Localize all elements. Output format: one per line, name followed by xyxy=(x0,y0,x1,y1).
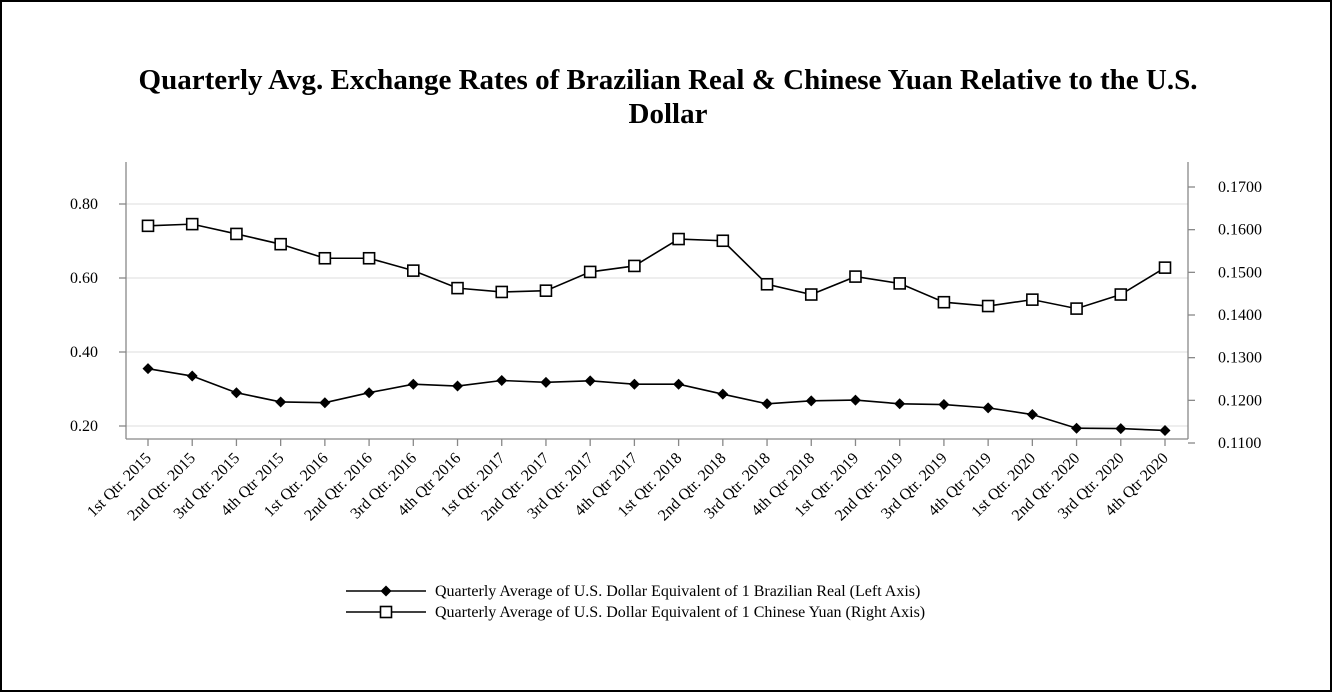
square-point xyxy=(1114,288,1128,301)
series-chinese-yuan xyxy=(141,217,1172,315)
diamond-point xyxy=(717,388,729,400)
diamond-point xyxy=(496,374,508,386)
diamond-point xyxy=(319,397,331,409)
left-tick-label: 0.60 xyxy=(70,270,98,287)
square-point xyxy=(451,281,464,295)
diamond-point xyxy=(1026,409,1038,421)
legend-square-marker xyxy=(379,605,393,619)
diamond-point xyxy=(363,387,375,399)
left-axis-ticks: 0.20 0.40 0.60 0.80 xyxy=(70,196,126,435)
series-line xyxy=(147,223,1166,310)
legend-entry: Quarterly Average of U.S. Dollar Equival… xyxy=(346,604,925,621)
diamond-point xyxy=(186,370,198,382)
square-point xyxy=(628,259,641,273)
legend-label: Quarterly Average of U.S. Dollar Equival… xyxy=(435,604,925,621)
chart-title: Quarterly Avg. Exchange Rates of Brazili… xyxy=(139,64,1198,130)
square-point xyxy=(1026,293,1039,306)
square-point xyxy=(893,277,906,290)
left-tick-label: 0.80 xyxy=(70,196,98,213)
diamond-point xyxy=(540,376,552,388)
square-point xyxy=(274,237,287,251)
diamond-point xyxy=(894,398,906,410)
diamond-point xyxy=(452,380,464,392)
square-point xyxy=(937,295,951,309)
diamond-point xyxy=(142,363,154,375)
diamond-point xyxy=(407,378,419,390)
square-point xyxy=(407,264,420,277)
diamond-point xyxy=(849,394,861,406)
diamond-point xyxy=(275,396,287,408)
square-point xyxy=(583,265,597,279)
right-tick-label: 0.1200 xyxy=(1218,392,1262,409)
square-point xyxy=(1070,302,1083,315)
square-point xyxy=(539,284,553,297)
gridlines xyxy=(126,203,1188,427)
diamond-point xyxy=(1159,424,1171,436)
diamond-point xyxy=(628,378,640,390)
square-point xyxy=(318,251,332,265)
square-point xyxy=(185,217,199,231)
legend: Quarterly Average of U.S. Dollar Equival… xyxy=(346,583,925,621)
diamond-point xyxy=(230,387,242,399)
square-point xyxy=(495,285,509,299)
square-point xyxy=(362,251,376,265)
left-tick-label: 0.40 xyxy=(70,344,98,361)
diamond-point xyxy=(938,399,950,411)
axes xyxy=(125,162,1189,440)
series-brazilian-real xyxy=(142,363,1171,436)
square-point xyxy=(141,219,155,233)
right-tick-label: 0.1700 xyxy=(1218,179,1262,196)
right-tick-label: 0.1500 xyxy=(1218,264,1262,281)
diamond-point xyxy=(673,378,685,390)
right-tick-label: 0.1600 xyxy=(1218,222,1262,239)
diamond-point xyxy=(805,395,817,407)
diamond-point xyxy=(982,402,994,414)
chart-title-line-1: Quarterly Avg. Exchange Rates of Brazili… xyxy=(139,64,1198,96)
series-layer xyxy=(141,217,1172,436)
square-point xyxy=(760,277,774,291)
right-tick-label: 0.1400 xyxy=(1218,307,1262,324)
diamond-point xyxy=(761,398,773,410)
chart-title-line-2: Dollar xyxy=(629,98,708,130)
legend-label: Quarterly Average of U.S. Dollar Equival… xyxy=(435,583,920,600)
square-point xyxy=(230,227,243,241)
diamond-point xyxy=(1115,423,1127,435)
diamond-point xyxy=(584,375,596,387)
square-point xyxy=(716,234,730,248)
legend-entry: Quarterly Average of U.S. Dollar Equival… xyxy=(346,583,920,600)
square-point xyxy=(672,232,685,246)
square-point xyxy=(1158,261,1172,274)
left-tick-label: 0.20 xyxy=(70,418,98,435)
series-line xyxy=(147,367,1166,432)
square-point xyxy=(804,288,818,301)
legend-diamond-marker xyxy=(380,585,392,597)
right-tick-label: 0.1100 xyxy=(1218,435,1261,452)
square-point xyxy=(981,299,995,313)
right-axis-ticks: 0.1100 0.1200 0.1300 0.1400 0.1500 0.1600 0.17… xyxy=(1188,179,1262,452)
right-tick-label: 0.1300 xyxy=(1218,350,1262,367)
square-point xyxy=(849,270,862,283)
diamond-point xyxy=(1071,422,1083,434)
